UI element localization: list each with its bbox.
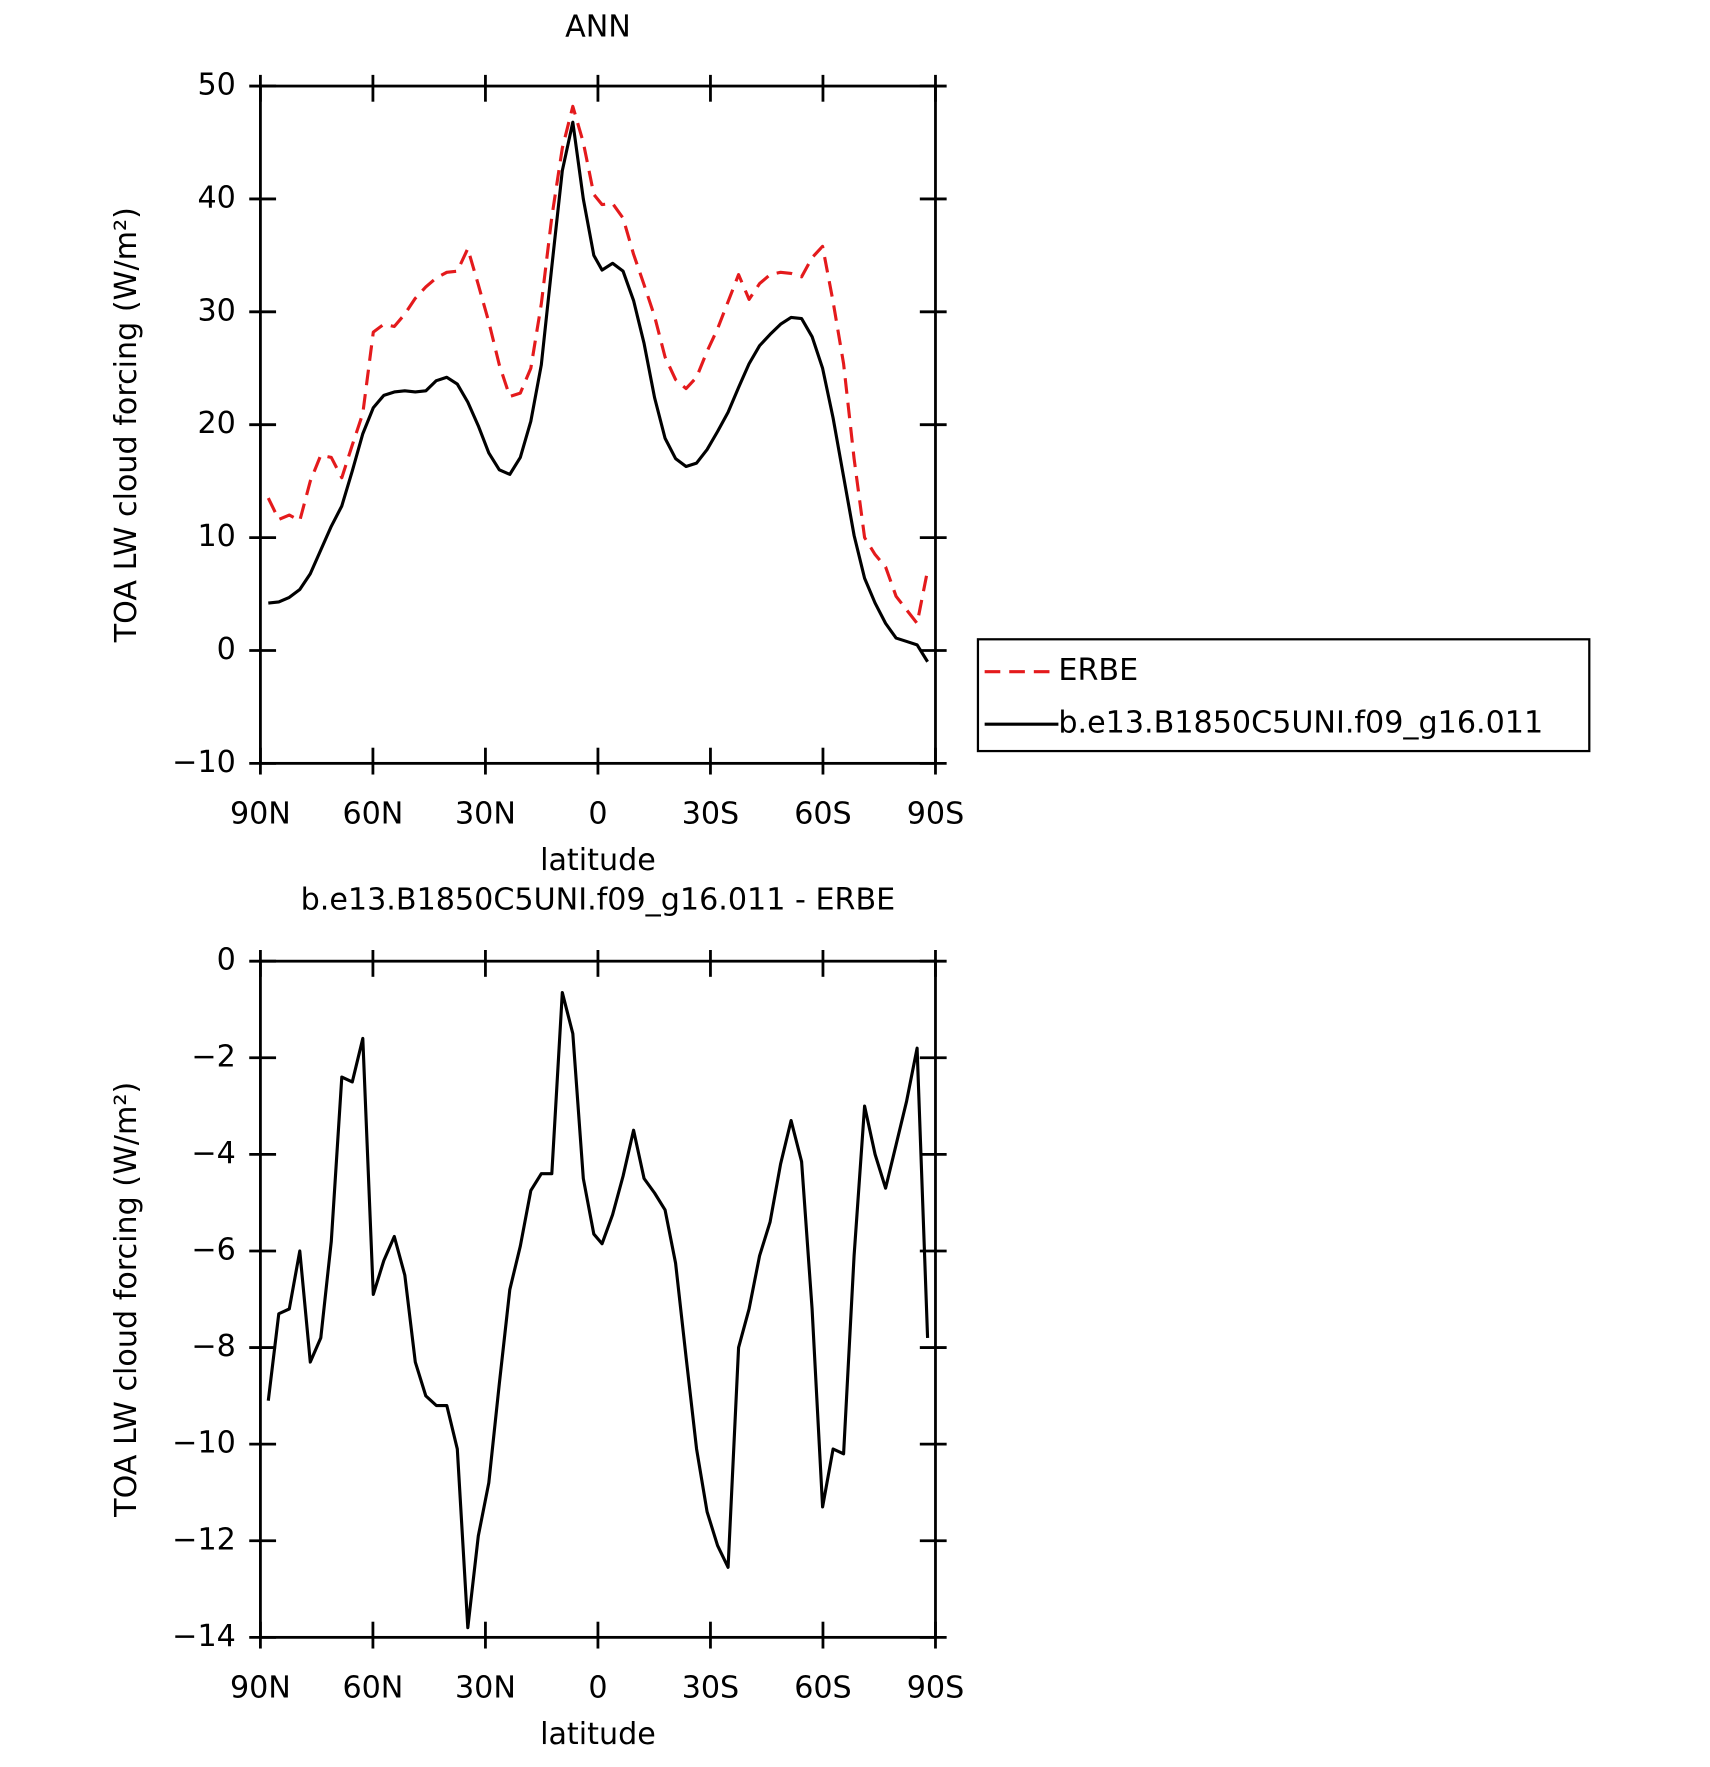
legend-label: b.e13.B1850C5UNI.f09_g16.011 bbox=[1058, 706, 1543, 741]
x-tick-label: 0 bbox=[588, 1670, 607, 1705]
y-tick-label: 30 bbox=[197, 293, 235, 328]
x-tick-label: 60N bbox=[342, 796, 403, 831]
data-line bbox=[268, 120, 929, 663]
x-tick-label: 30S bbox=[682, 796, 740, 831]
x-tick-label: 60S bbox=[794, 796, 852, 831]
y-tick-label: −8 bbox=[191, 1329, 235, 1364]
y-tick-label: 0 bbox=[217, 632, 236, 667]
x-axis-label: latitude bbox=[540, 1717, 656, 1752]
chart-title: ANN bbox=[565, 9, 631, 44]
y-tick-label: −14 bbox=[172, 1619, 236, 1654]
legend-box bbox=[976, 638, 1591, 753]
y-tick-label: −2 bbox=[191, 1039, 235, 1074]
x-axis-label: latitude bbox=[540, 843, 656, 878]
y-axis-label: TOA LW cloud forcing (W/m²) bbox=[109, 1082, 144, 1518]
plot-frame bbox=[259, 959, 937, 1639]
y-tick-label: 20 bbox=[197, 406, 235, 441]
y-tick-label: 40 bbox=[197, 180, 235, 215]
chart-title: b.e13.B1850C5UNI.f09_g16.011 - ERBE bbox=[301, 882, 896, 917]
x-tick-label: 30N bbox=[455, 1670, 516, 1705]
x-tick-label: 90S bbox=[907, 796, 965, 831]
y-tick-label: −12 bbox=[172, 1522, 236, 1557]
y-tick-label: 10 bbox=[197, 519, 235, 554]
x-tick-label: 30S bbox=[682, 1670, 740, 1705]
legend-label: ERBE bbox=[1058, 653, 1138, 688]
x-tick-label: 60N bbox=[342, 1670, 403, 1705]
y-tick-label: −10 bbox=[172, 745, 236, 780]
x-tick-label: 90N bbox=[230, 1670, 291, 1705]
x-tick-label: 90S bbox=[907, 1670, 965, 1705]
data-line bbox=[266, 991, 930, 1630]
data-line bbox=[266, 104, 930, 625]
y-tick-label: −6 bbox=[191, 1232, 235, 1267]
y-axis-label: TOA LW cloud forcing (W/m²) bbox=[109, 207, 144, 643]
y-tick-label: 50 bbox=[197, 68, 235, 103]
y-tick-label: 0 bbox=[217, 943, 236, 978]
y-tick-label: −4 bbox=[191, 1136, 235, 1171]
x-tick-label: 30N bbox=[455, 796, 516, 831]
x-tick-label: 0 bbox=[588, 796, 607, 831]
y-tick-label: −10 bbox=[172, 1426, 236, 1461]
x-tick-label: 90N bbox=[230, 796, 291, 831]
x-tick-label: 60S bbox=[794, 1670, 852, 1705]
